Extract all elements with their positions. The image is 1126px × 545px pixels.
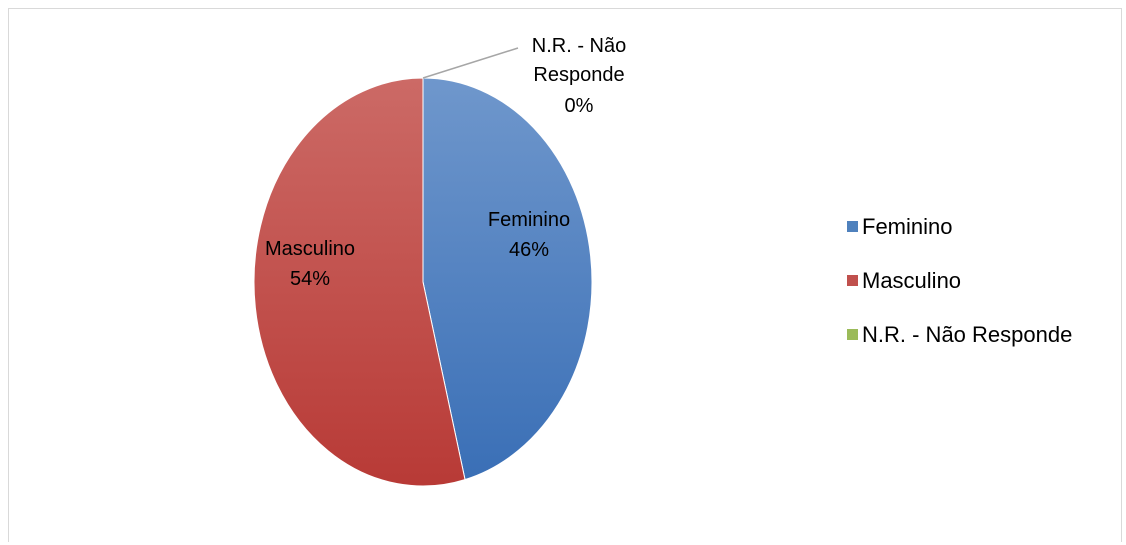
data-label-feminino-value: 46% [509, 239, 549, 261]
legend-label-feminino: Feminino [862, 213, 953, 239]
legend-item-feminino: Feminino [847, 213, 1119, 240]
pie-slice-masculino [253, 77, 466, 487]
pie-slice-feminino [422, 77, 593, 481]
data-label-nr-name-line2: Responde [533, 64, 624, 86]
legend-swatch-masculino [847, 275, 858, 286]
legend-label-nr: N.R. - Não Responde [862, 321, 1073, 347]
legend-swatch-nr [847, 329, 858, 340]
data-label-nr-value: 0% [565, 95, 594, 117]
pie-slices [253, 77, 593, 487]
legend-label-masculino: Masculino [862, 267, 962, 293]
data-label-nr-name-line1: N.R. - Não [532, 35, 626, 57]
legend-item-masculino: Masculino [847, 267, 1119, 294]
legend-swatch-feminino [847, 221, 858, 232]
legend-item-nr: N.R. - Não Responde [847, 321, 1119, 348]
data-label-masculino-name: Masculino [265, 238, 355, 260]
leader-line [422, 47, 519, 79]
data-label-feminino-name: Feminino [488, 209, 570, 231]
data-label-masculino-value: 54% [290, 268, 330, 290]
chart-legend: Feminino Masculino N.R. - Não Responde [847, 213, 1119, 375]
